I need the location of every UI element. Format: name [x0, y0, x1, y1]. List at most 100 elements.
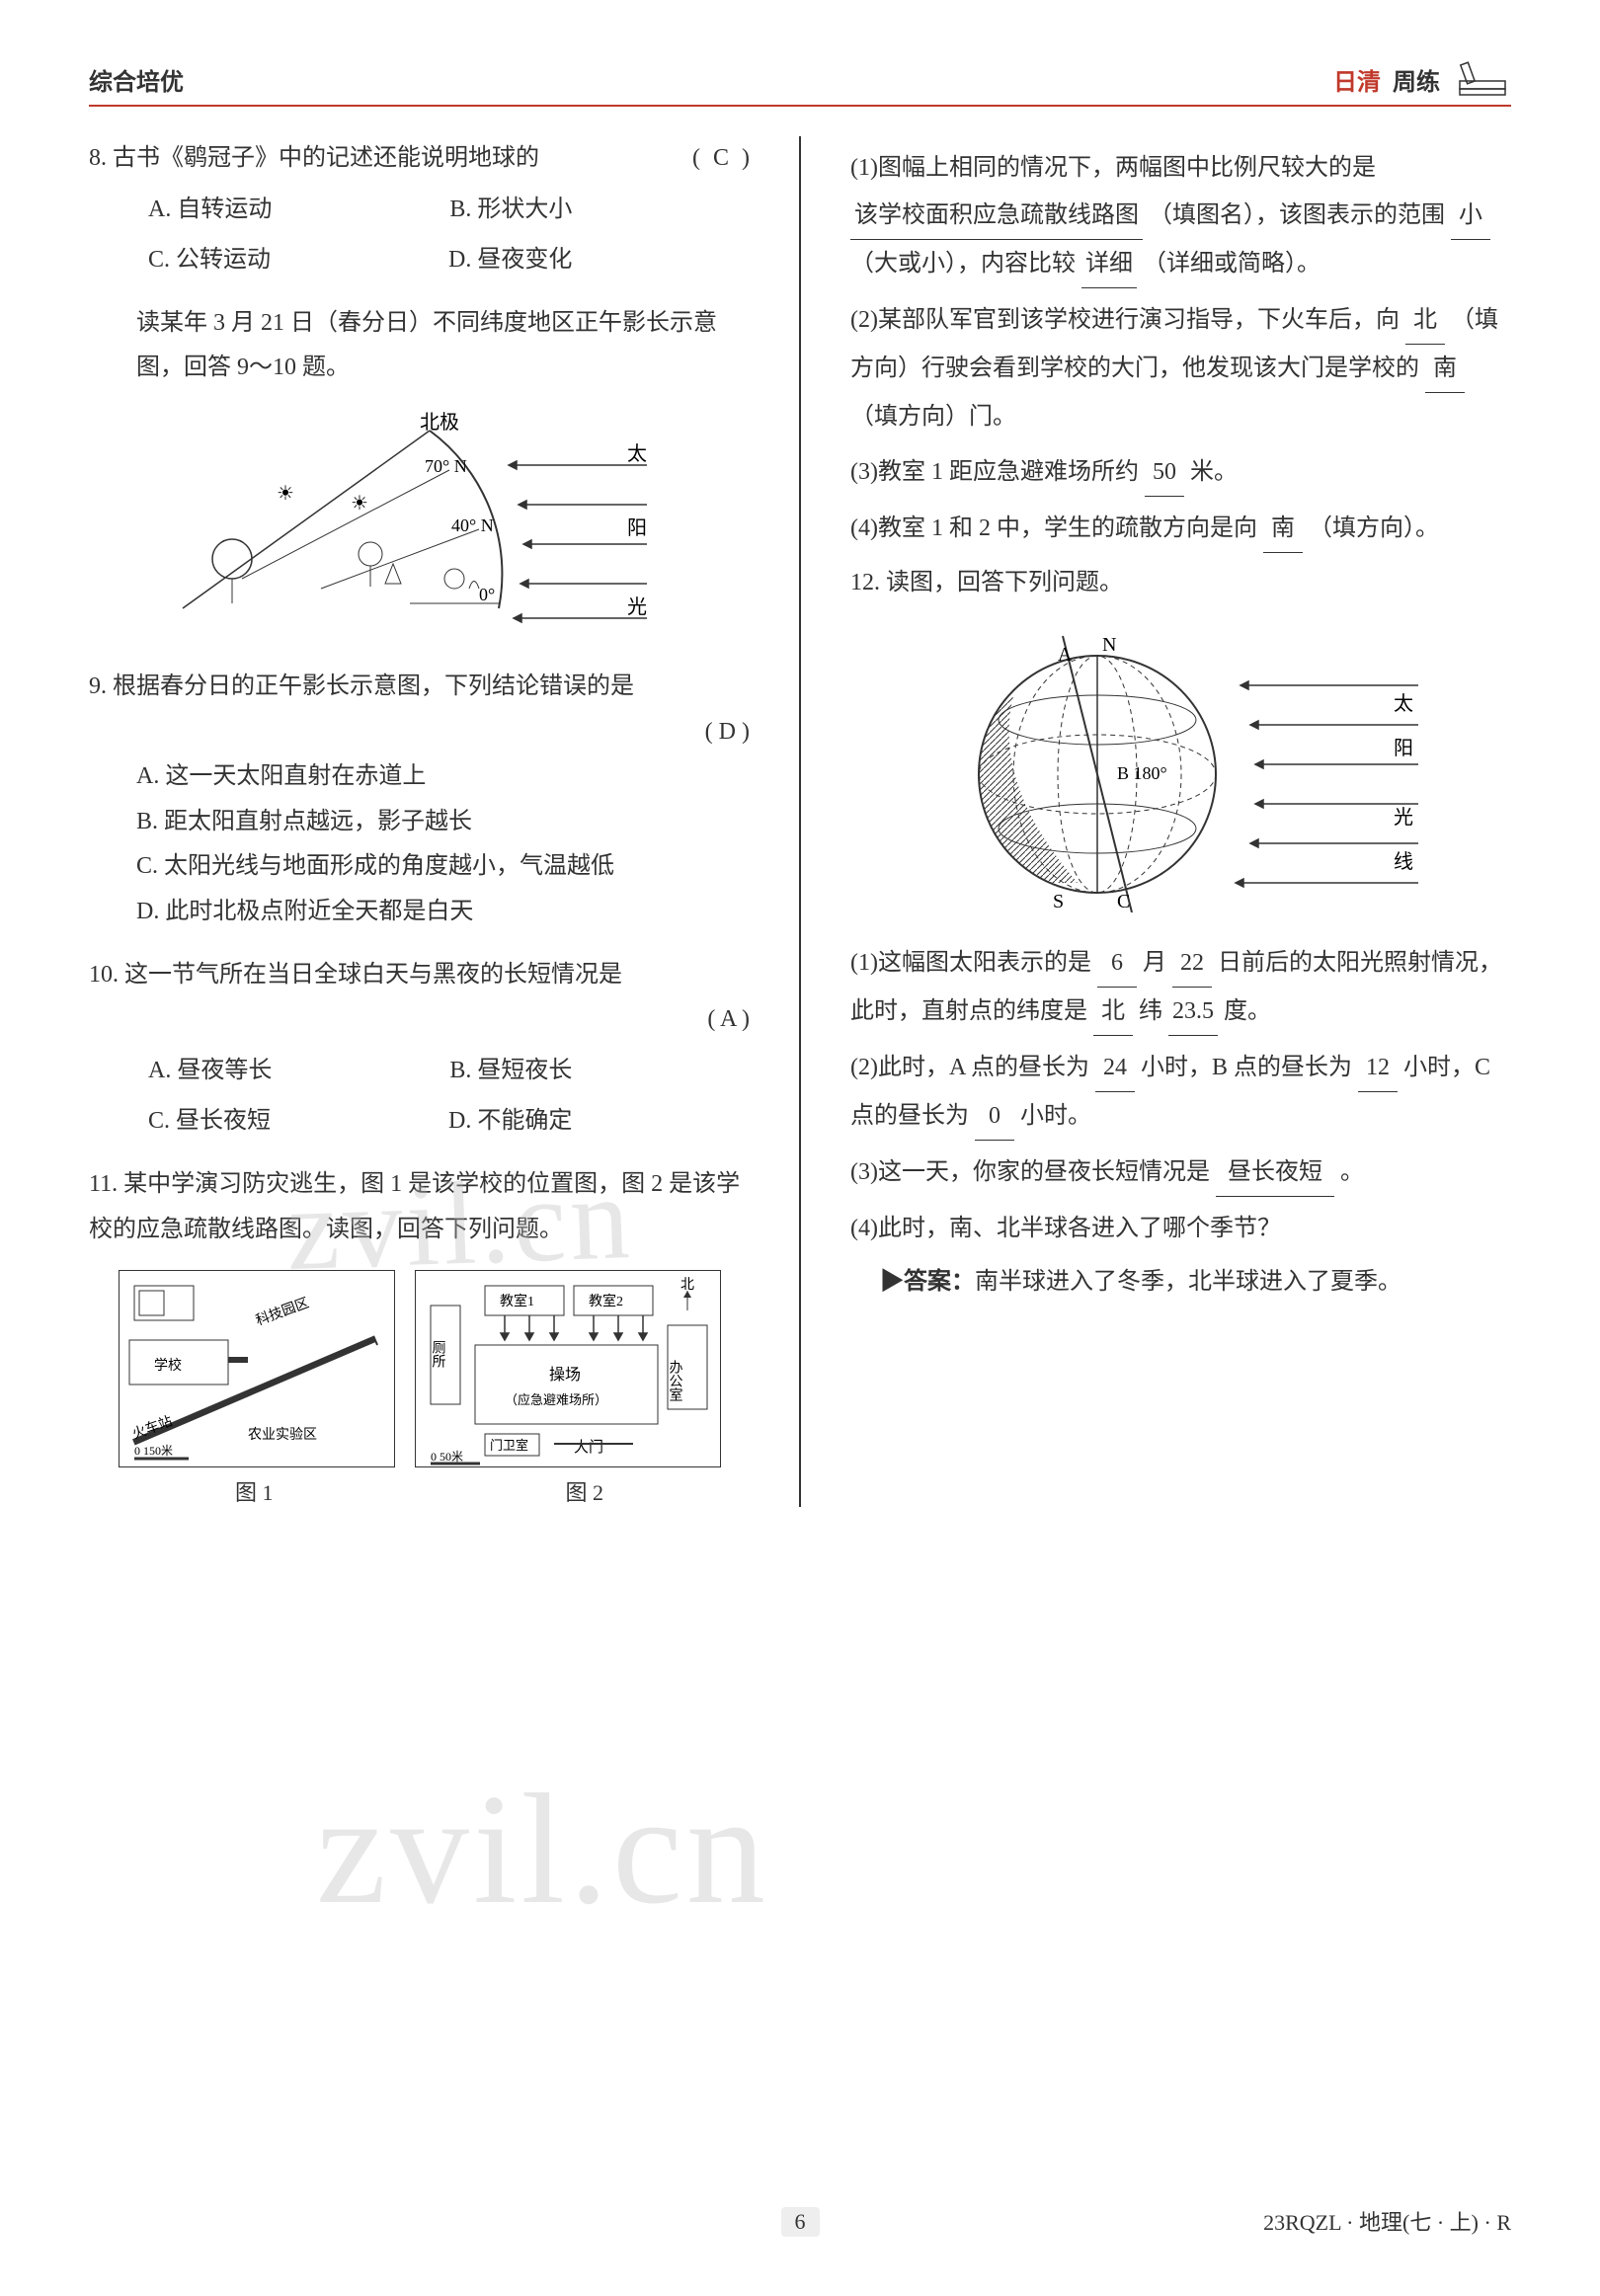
q9-optA: A. 这一天太阳直射在赤道上 — [89, 754, 750, 800]
svg-text:教室1: 教室1 — [500, 1293, 534, 1309]
q12-1-m1: 月 — [1143, 950, 1166, 976]
q10-row1: A. 昼夜等长 B. 昼短夜长 — [89, 1049, 750, 1094]
q9-optC: C. 太阳光线与地面形成的角度越小，气温越低 — [89, 844, 750, 890]
fig-labels: 图 1 图 2 — [89, 1475, 750, 1507]
svg-text:科技园区: 科技园区 — [253, 1296, 310, 1329]
svg-text:门卫室: 门卫室 — [490, 1438, 528, 1453]
svg-text:太: 太 — [627, 442, 647, 465]
answer-prefix: ▶答案： — [880, 1269, 975, 1295]
svg-text:北极: 北极 — [420, 411, 459, 434]
q12-2-b2: 12 — [1358, 1044, 1398, 1092]
q12-3-b1: 昼长夜短 — [1216, 1148, 1334, 1197]
q12-1-post: 度。 — [1224, 998, 1271, 1024]
q11-2-pre: (2)某部队军官到该学校进行演习指导，下火车后，向 — [850, 307, 1400, 333]
header-left: 综合培优 — [89, 62, 184, 97]
column-divider — [799, 136, 801, 1507]
q11-2-b2: 南 — [1425, 345, 1465, 393]
q9-answer: D — [719, 719, 736, 745]
right-column: (1)图幅上相同的情况下，两幅图中比例尺较大的是 该学校面积应急疏散线路图 （填… — [850, 136, 1511, 1507]
q9-optD: D. 此时北极点附近全天都是白天 — [89, 890, 750, 935]
q11-3-pre: (3)教室 1 距应急避难场所约 — [850, 459, 1139, 485]
q12-2-b1: 24 — [1095, 1044, 1135, 1092]
svg-text:0 50米: 0 50米 — [431, 1450, 463, 1464]
q8-answer: C — [706, 136, 736, 182]
svg-text:（应急避难场所）: （应急避难场所） — [505, 1392, 607, 1407]
q8-text: 8. 古书《鹖冠子》中的记述还能说明地球的 — [89, 145, 539, 171]
svg-text:40° N: 40° N — [451, 515, 494, 535]
q11-2-b1: 北 — [1405, 296, 1445, 345]
q12-2-pre: (2)此时，A 点的昼长为 — [850, 1055, 1089, 1080]
footer-code: 23RQZL · 地理(七 · 上) · R — [1263, 2205, 1511, 2237]
question-9: 9. 根据春分日的正午影长示意图，下列结论错误的是 ( D ) A. 这一天太阳… — [89, 665, 750, 935]
q12-1-b3: 北 — [1093, 988, 1133, 1036]
svg-text:操场: 操场 — [549, 1366, 581, 1384]
q10-row2: C. 昼长夜短 D. 不能确定 — [89, 1099, 750, 1145]
svg-text:S: S — [1053, 891, 1064, 912]
svg-text:大门: 大门 — [574, 1439, 603, 1456]
q11-1-b1: 该学校面积应急疏散线路图 — [850, 192, 1143, 240]
q11-sub2: (2)某部队军官到该学校进行演习指导，下火车后，向 北 （填方向）行驶会看到学校… — [850, 296, 1511, 440]
q12-1-b2: 22 — [1172, 939, 1212, 988]
svg-text:线: 线 — [1394, 850, 1413, 873]
q12-sub2: (2)此时，A 点的昼长为 24 小时，B 点的昼长为 12 小时，C 点的昼长… — [850, 1044, 1511, 1141]
left-column: 8. 古书《鹖冠子》中的记述还能说明地球的 ( C ) A. 自转运动 B. 形… — [89, 136, 750, 1507]
pre9: 读某年 3 月 21 日（春分日）不同纬度地区正午影长示意图，回答 9～10 题… — [89, 310, 717, 381]
header-riqing: 日清 — [1333, 62, 1381, 97]
q12-3-pre: (3)这一天，你家的昼夜长短情况是 — [850, 1159, 1210, 1185]
header-right: 日清 周练 — [1333, 59, 1511, 99]
q8-optB: B. 形状大小 — [449, 188, 572, 233]
svg-text:70° N: 70° N — [425, 456, 467, 476]
q8-answer-slot: ( C ) — [692, 136, 750, 182]
svg-text:太: 太 — [1394, 692, 1413, 715]
watermark-2: zvil.cn — [316, 1758, 769, 1940]
q11-1-b2: 小 — [1451, 192, 1490, 240]
q9-optB: B. 距太阳直射点越远，影子越长 — [89, 800, 750, 845]
q11-4-post: （填方向）。 — [1309, 515, 1439, 541]
svg-text:光: 光 — [627, 595, 647, 618]
q12-1-pre: (1)这幅图太阳表示的是 — [850, 950, 1091, 976]
svg-text:办公室: 办公室 — [667, 1360, 682, 1401]
map2: 教室1 教室2 办公室 厕所 操场 （应急避难场所） — [415, 1270, 721, 1467]
q10-answer-line: ( A ) — [89, 997, 750, 1043]
q11-3-post: 米。 — [1190, 459, 1238, 485]
svg-text:学校: 学校 — [154, 1357, 182, 1374]
q10-optD: D. 不能确定 — [448, 1099, 572, 1145]
q11-1-post: （详细或简略）。 — [1143, 251, 1320, 277]
q10-optA: A. 昼夜等长 — [148, 1049, 272, 1094]
q11-1-m2: （大或小），内容比较 — [850, 251, 1076, 277]
q11-2-post: （填方向）门。 — [850, 404, 1016, 430]
q12-sub1: (1)这幅图太阳表示的是 6 月 22 日前后的太阳光照射情况，此时，直射点的纬… — [850, 939, 1511, 1036]
q11-1-b3: 详细 — [1081, 240, 1137, 288]
q12-sub3: (3)这一天，你家的昼夜长短情况是 昼长夜短 。 — [850, 1148, 1511, 1197]
q11-sub1: (1)图幅上相同的情况下，两幅图中比例尺较大的是 该学校面积应急疏散线路图 （填… — [850, 144, 1511, 288]
q8-optD: D. 昼夜变化 — [448, 238, 572, 283]
q12-2-m1: 小时，B 点的昼长为 — [1141, 1055, 1352, 1080]
question-11: 11. 某中学演习防灾逃生，图 1 是该学校的位置图，图 2 是该学校的应急疏散… — [89, 1162, 750, 1252]
q12-text: 12. 读图，回答下列问题。 — [850, 570, 1123, 595]
q11-3-b1: 50 — [1145, 448, 1184, 497]
q12-3-post: 。 — [1340, 1159, 1364, 1185]
svg-text:0 150米: 0 150米 — [134, 1444, 173, 1458]
q12-4-answer: ▶答案：南半球进入了冬季，北半球进入了夏季。 — [880, 1258, 1511, 1306]
q8-row1: A. 自转运动 B. 形状大小 — [89, 188, 750, 233]
q10-optB: B. 昼短夜长 — [449, 1049, 572, 1094]
svg-text:光: 光 — [1394, 806, 1413, 829]
svg-text:C: C — [1117, 891, 1130, 912]
q9-answer-line: ( D ) — [89, 710, 750, 755]
figure-shadow: 北极 70° N 40° N 0° — [89, 411, 750, 645]
q12-4: (4)此时，南、北半球各进入了哪个季节？ — [850, 1216, 1281, 1241]
q11-4-pre: (4)教室 1 和 2 中，学生的疏散方向是向 — [850, 515, 1257, 541]
svg-text:B 180°: B 180° — [1117, 763, 1167, 783]
content-columns: 8. 古书《鹖冠子》中的记述还能说明地球的 ( C ) A. 自转运动 B. 形… — [89, 136, 1511, 1507]
q11-1-m1: （填图名），该图表示的范围 — [1149, 202, 1445, 228]
svg-text:农业实验区: 农业实验区 — [248, 1427, 317, 1443]
svg-text:北: 北 — [680, 1277, 694, 1293]
svg-text:0°: 0° — [479, 585, 495, 604]
fig1-label: 图 1 — [235, 1475, 274, 1507]
q12-sub4: (4)此时，南、北半球各进入了哪个季节？ ▶答案：南半球进入了冬季，北半球进入了… — [850, 1205, 1511, 1306]
q11-sub3: (3)教室 1 距应急避难场所约 50 米。 — [850, 448, 1511, 497]
q10-text: 10. 这一节气所在当日全球白天与黑夜的长短情况是 — [89, 962, 622, 988]
q12-1-m3: 纬 — [1139, 998, 1162, 1024]
q12-1-b1: 6 — [1097, 939, 1137, 988]
question-10: 10. 这一节气所在当日全球白天与黑夜的长短情况是 ( A ) A. 昼夜等长 … — [89, 953, 750, 1145]
